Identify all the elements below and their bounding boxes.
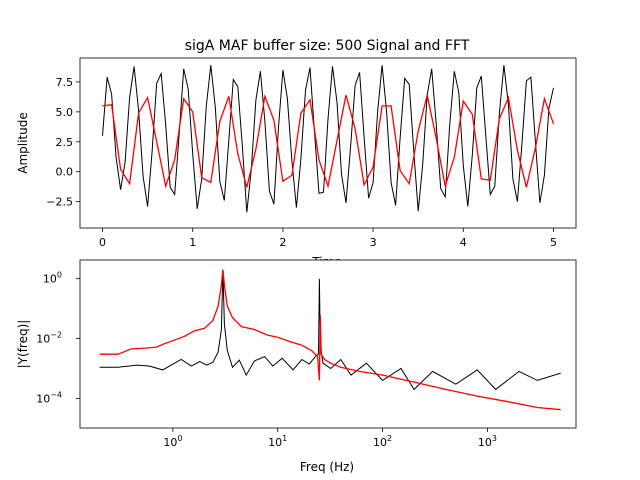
y-tick-label: 100: [43, 271, 62, 286]
plot-frame: [79, 259, 577, 429]
series-line-1: [102, 93, 555, 189]
x-tick-exponent: 3: [492, 434, 497, 443]
x-tick-exponent: 2: [387, 434, 392, 443]
y-tick-label: 5.0: [56, 106, 74, 119]
y-axis-label: |Y(freq)|: [16, 320, 30, 369]
plot-frame: [79, 57, 577, 229]
x-tick-label: 102: [373, 434, 392, 449]
y-tick-label: 7.5: [56, 76, 74, 89]
x-tick-label: 4: [460, 236, 467, 249]
signal-plot: sigA MAF buffer size: 500 Signal and FFT…: [16, 38, 577, 269]
y-tick-label: 10−4: [36, 390, 62, 405]
y-tick-exponent: −2: [50, 331, 62, 340]
x-tick-label: 0: [99, 236, 106, 249]
y-tick-exponent: −4: [50, 390, 62, 399]
y-tick-label: 0.0: [56, 166, 74, 179]
y-tick-label: −2.5: [46, 196, 73, 209]
x-tick-label: 3: [370, 236, 377, 249]
y-tick-exponent: 0: [57, 271, 62, 280]
plot-area: [80, 58, 576, 228]
chart-title: sigA MAF buffer size: 500 Signal and FFT: [185, 38, 470, 54]
y-axis-label: Amplitude: [16, 112, 30, 174]
x-tick-label: 103: [478, 434, 497, 449]
y-tick-label: 10−2: [36, 331, 62, 346]
x-tick-exponent: 0: [177, 434, 182, 443]
x-tick-label: 2: [279, 236, 286, 249]
series-line-0: [99, 269, 561, 391]
x-axis-label: Freq (Hz): [300, 460, 354, 474]
x-tick-label: 100: [163, 434, 182, 449]
series-line-1: [99, 269, 561, 411]
x-tick-label: 1: [189, 236, 196, 249]
plot-area: [80, 260, 576, 428]
series-line-0: [102, 65, 554, 213]
y-tick-label: 2.5: [56, 136, 74, 149]
x-tick-label: 5: [550, 236, 557, 249]
x-tick-exponent: 1: [282, 434, 287, 443]
x-tick-label: 101: [268, 434, 287, 449]
